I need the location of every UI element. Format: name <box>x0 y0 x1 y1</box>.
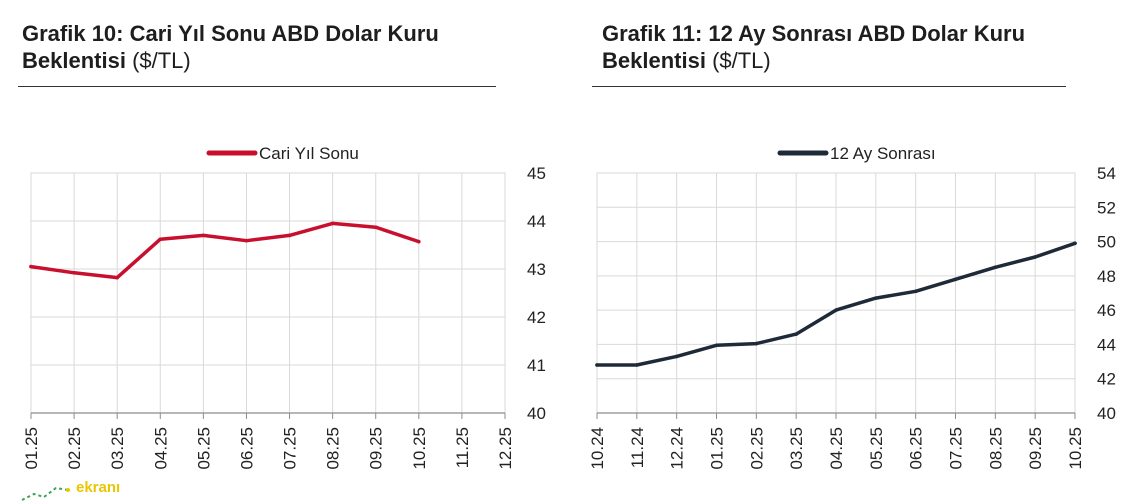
x-tick-label: 05.25 <box>194 427 213 470</box>
y-tick-label: 43 <box>527 260 546 279</box>
y-tick-label: 41 <box>527 356 546 375</box>
legend-label: 12 Ay Sonrası <box>830 144 936 163</box>
y-tick-label: 42 <box>527 308 546 327</box>
data-point <box>201 233 206 238</box>
chart-title-unit: ($/TL) <box>132 48 191 73</box>
data-point <box>158 237 163 242</box>
y-tick-label: 48 <box>1097 267 1116 286</box>
data-point <box>330 221 335 226</box>
title-divider <box>18 86 496 87</box>
x-tick-label: 11.25 <box>453 427 472 468</box>
chart-0-plot: 40 41 42 43 44 45 01.25 02.25 03.25 04.25 05.25 06.… <box>22 144 546 470</box>
x-tick-label: 10.25 <box>410 427 429 470</box>
x-tick-label: 01.25 <box>708 427 727 470</box>
x-tick-label: 05.25 <box>867 427 886 470</box>
logo-graphic-icon <box>21 486 70 501</box>
series-line <box>29 221 421 280</box>
data-point <box>1033 255 1037 259</box>
y-tick-label: 40 <box>1097 404 1116 423</box>
x-tick-label: 03.25 <box>108 427 127 470</box>
data-point <box>953 277 958 282</box>
data-point <box>595 363 599 367</box>
x-tick-label: 04.25 <box>151 427 170 470</box>
x-tick-label: 02.25 <box>747 427 766 470</box>
x-tick-label: 09.25 <box>1026 427 1045 470</box>
y-tick-label: 50 <box>1097 233 1116 252</box>
data-point <box>993 265 998 270</box>
legend-label: Cari Yıl Sonu <box>259 144 359 163</box>
data-point <box>874 296 878 300</box>
data-point <box>834 308 838 312</box>
y-tick-label: 52 <box>1097 198 1116 217</box>
y-tick-label: 42 <box>1097 370 1116 389</box>
title-divider <box>592 86 1066 87</box>
y-tick-label: 46 <box>1097 301 1116 320</box>
chart-title-unit: ($/TL) <box>712 48 771 73</box>
chart-title-line2: Beklentisi <box>22 48 126 73</box>
data-point <box>754 341 759 346</box>
chart-title-line2: Beklentisi <box>602 48 706 73</box>
chart-title: Grafik 10: Cari Yıl Sonu ABD Dolar Kuru … <box>22 20 439 74</box>
x-tick-label: 10.25 <box>1066 427 1085 470</box>
y-tick-label: 54 <box>1097 164 1116 183</box>
y-tick-label: 45 <box>527 164 546 183</box>
data-point <box>244 238 249 243</box>
y-tick-label: 44 <box>527 212 546 231</box>
chart-panel-right: Grafik 11: 12 Ay Sonrası ABD Dolar Kuru … <box>570 0 1147 502</box>
x-tick-label: 09.25 <box>367 427 386 470</box>
data-point <box>674 354 679 359</box>
x-tick-label: 02.25 <box>65 427 84 470</box>
legend: Cari Yıl Sonu <box>206 144 359 163</box>
y-tick-label: 44 <box>1097 335 1116 354</box>
data-point <box>913 289 918 294</box>
chart-1-plot: 40 42 44 46 48 50 52 54 10.24 11.24 12.24 01.25 02.2… <box>588 144 1116 470</box>
data-point <box>1073 241 1077 246</box>
x-tick-label: 07.25 <box>947 427 966 470</box>
x-tick-label: 04.25 <box>827 427 846 470</box>
watermark-logo: ekranı <box>20 478 140 502</box>
data-point <box>373 225 378 230</box>
x-tick-label: 08.25 <box>986 427 1005 470</box>
watermark-text: ekranı <box>76 479 121 496</box>
x-tick-label: 08.25 <box>324 427 343 470</box>
x-tick-label: 11.24 <box>628 427 647 468</box>
data-point <box>794 332 798 336</box>
chart-panel-left: Grafik 10: Cari Yıl Sonu ABD Dolar Kuru … <box>0 0 560 502</box>
y-tick-label: 40 <box>527 404 546 423</box>
data-point <box>29 264 33 269</box>
data-point <box>287 233 292 238</box>
chart-title-line1: Grafik 10: Cari Yıl Sonu ABD Dolar Kuru <box>22 21 439 46</box>
data-point <box>417 239 421 244</box>
chart-title-line1: Grafik 11: 12 Ay Sonrası ABD Dolar Kuru <box>602 21 1026 46</box>
plot-area <box>30 172 506 414</box>
x-tick-label: 06.25 <box>237 427 256 470</box>
x-tick-label: 12.24 <box>668 427 687 470</box>
x-tick-label: 07.25 <box>281 427 300 470</box>
data-point <box>115 275 119 280</box>
x-tick-label: 10.24 <box>588 427 607 470</box>
data-point <box>635 363 639 367</box>
x-tick-label: 01.25 <box>22 427 41 470</box>
data-point <box>714 343 719 348</box>
x-tick-label: 12.25 <box>496 427 515 470</box>
x-tick-label: 03.25 <box>787 427 806 470</box>
x-tick-label: 06.25 <box>907 427 926 470</box>
chart-title: Grafik 11: 12 Ay Sonrası ABD Dolar Kuru … <box>602 20 1025 74</box>
data-point <box>72 271 76 275</box>
legend: 12 Ay Sonrası <box>777 144 936 163</box>
